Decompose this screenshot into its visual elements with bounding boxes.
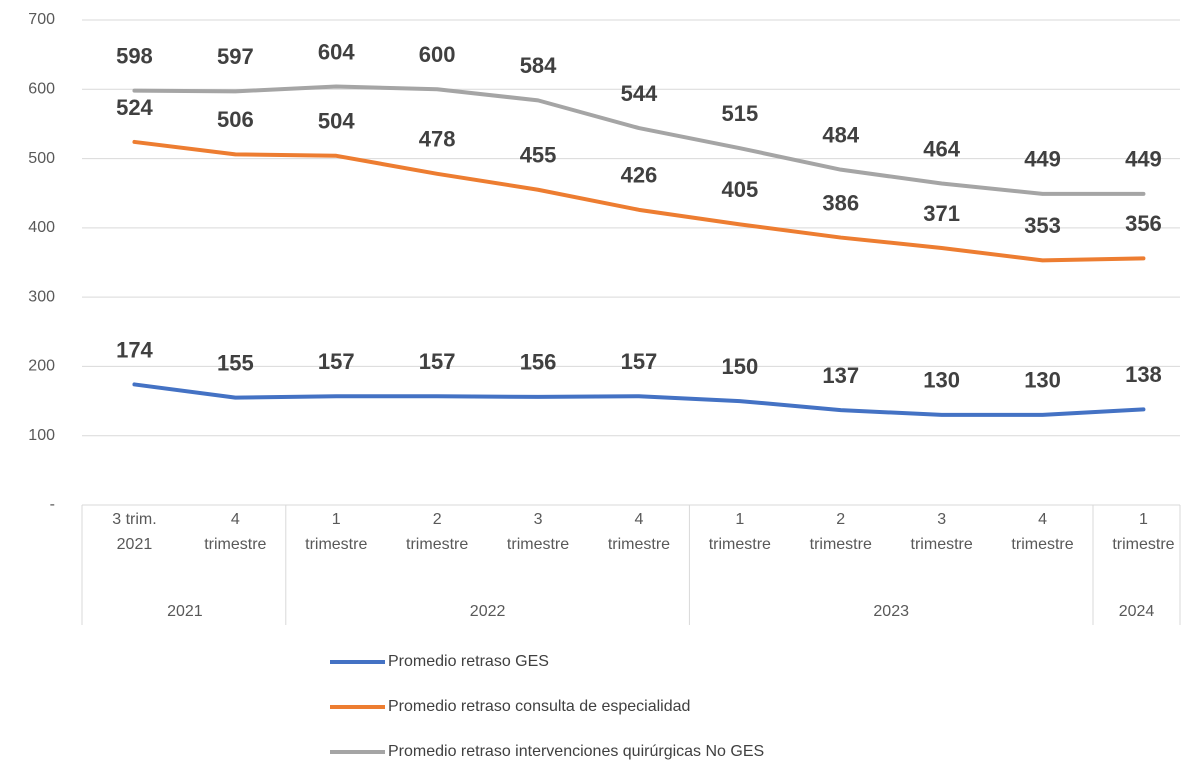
legend-label: Promedio retraso consulta de especialida… (388, 698, 690, 715)
data-label: 449 (1024, 147, 1061, 172)
data-label: 426 (621, 163, 658, 188)
x-group-label: 2021 (167, 603, 203, 620)
x-tick-label: trimestre (608, 536, 670, 553)
data-label: 484 (822, 122, 859, 147)
x-tick-label: 4 (1038, 511, 1047, 528)
y-tick-label: 600 (28, 81, 55, 98)
x-tick-label: 2 (433, 511, 442, 528)
data-label: 515 (721, 101, 758, 126)
data-label: 157 (621, 349, 658, 374)
x-group-label: 2022 (470, 603, 506, 620)
data-label: 157 (419, 349, 456, 374)
x-tick-label: trimestre (1011, 536, 1073, 553)
series-line (132, 139, 1146, 263)
y-tick-label: 200 (28, 358, 55, 375)
data-label: 584 (520, 53, 557, 78)
x-tick-label: trimestre (507, 536, 569, 553)
x-tick-label: 4 (634, 511, 643, 528)
data-label: 130 (923, 368, 960, 393)
series-line (132, 84, 1146, 196)
data-label: 504 (318, 109, 355, 134)
data-label: 544 (621, 81, 658, 106)
y-tick-label: 400 (28, 219, 55, 236)
data-label: 156 (520, 350, 557, 375)
data-label: 137 (822, 363, 859, 388)
data-label: 353 (1024, 213, 1061, 238)
data-label: 371 (923, 201, 960, 226)
x-tick-label: 4 (231, 511, 240, 528)
x-tick-label: trimestre (305, 536, 367, 553)
y-tick-label: 500 (28, 150, 55, 167)
data-label: 157 (318, 349, 355, 374)
data-label: 478 (419, 127, 456, 152)
data-label: 604 (318, 39, 355, 64)
data-label: 464 (923, 136, 960, 161)
x-group-label: 2023 (873, 603, 909, 620)
x-group-label: 2024 (1119, 603, 1155, 620)
series-line (132, 382, 1146, 417)
x-tick-label: 1 (1139, 511, 1148, 528)
x-tick-label: trimestre (709, 536, 771, 553)
x-tick-label: 2 (836, 511, 845, 528)
x-tick-label: 3 (937, 511, 946, 528)
x-tick-label: trimestre (204, 536, 266, 553)
data-label: 356 (1125, 211, 1162, 236)
data-label: 597 (217, 44, 254, 69)
y-tick-label: 100 (28, 427, 55, 444)
data-label: 600 (419, 42, 456, 67)
legend-label: Promedio retraso GES (388, 653, 549, 670)
y-tick-label: 300 (28, 288, 55, 305)
data-label: 155 (217, 350, 254, 375)
legend-label: Promedio retraso intervenciones quirúrgi… (388, 743, 764, 760)
data-label: 598 (116, 43, 153, 68)
data-label: 506 (217, 107, 254, 132)
data-label: 455 (520, 143, 557, 168)
x-tick-label: trimestre (810, 536, 872, 553)
data-label: 449 (1125, 147, 1162, 172)
x-tick-label: 1 (735, 511, 744, 528)
x-tick-label: trimestre (911, 536, 973, 553)
x-tick-label: 2021 (117, 536, 153, 553)
data-label: 524 (116, 95, 153, 120)
data-label: 138 (1125, 362, 1162, 387)
x-tick-label: 1 (332, 511, 341, 528)
data-label: 130 (1024, 368, 1061, 393)
data-label: 174 (116, 337, 153, 362)
x-tick-label: 3 (534, 511, 543, 528)
y-tick-label: - (50, 496, 55, 513)
x-tick-label: trimestre (1112, 536, 1174, 553)
data-label: 386 (822, 190, 859, 215)
data-label: 150 (721, 354, 758, 379)
x-tick-label: 3 trim. (112, 511, 156, 528)
y-tick-label: 700 (28, 11, 55, 28)
data-label: 405 (721, 177, 758, 202)
x-tick-label: trimestre (406, 536, 468, 553)
